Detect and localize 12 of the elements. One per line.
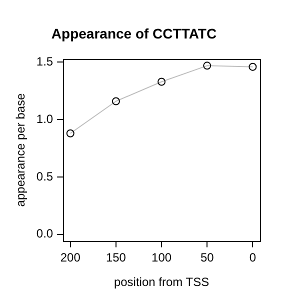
chart-title: Appearance of CCTTATC [51,25,217,42]
x-tick-label: 100 [152,250,172,265]
y-tick-label: 1.5 [36,54,54,69]
x-tick-label: 200 [60,250,81,265]
x-tick-label: 50 [200,250,214,265]
x-tick-label: 150 [106,250,126,265]
y-tick-label: 1.0 [36,112,54,126]
y-axis-title: appearance per base [14,92,28,207]
x-axis-title: position from TSS [114,275,210,290]
x-tick-label: 0 [249,250,256,265]
y-tick-label: 0.5 [36,169,54,184]
y-tick-label: 0.0 [36,226,54,241]
